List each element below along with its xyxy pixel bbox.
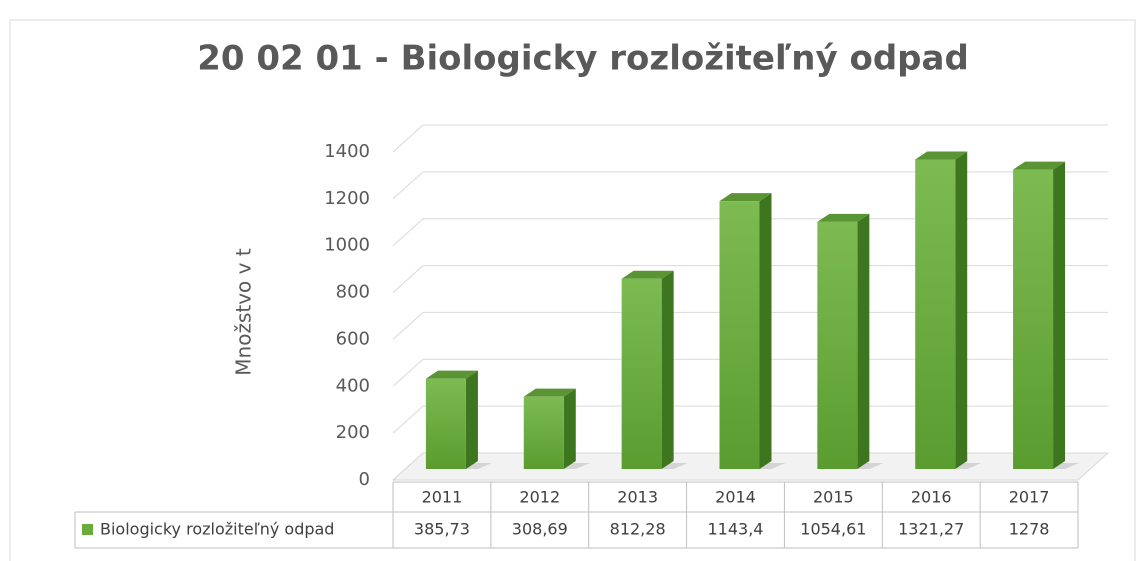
y-tick-label: 200 <box>336 422 370 443</box>
grid-line <box>392 358 1108 387</box>
x-tick-label: 2016 <box>911 488 952 507</box>
bar-side <box>955 151 968 469</box>
chart-title: 20 02 01 - Biologicky rozložiteľný odpad <box>197 39 969 79</box>
y-axis-label: Množstvo v t <box>232 248 256 376</box>
table-value: 1054,61 <box>800 520 866 539</box>
x-tick-label: 2011 <box>422 488 463 507</box>
y-tick-label: 600 <box>336 328 370 349</box>
bar <box>719 201 760 469</box>
bar-top <box>621 270 674 279</box>
bar <box>621 278 662 469</box>
x-tick-label: 2015 <box>813 488 854 507</box>
bar-top <box>817 213 870 222</box>
legend-label: Biologicky rozložiteľný odpad <box>100 520 334 539</box>
bar-top <box>915 151 968 160</box>
legend-swatch <box>82 524 93 535</box>
grid-line <box>392 171 1108 200</box>
bar <box>817 221 858 469</box>
table-value: 385,73 <box>414 520 470 539</box>
table-value: 1143,4 <box>708 520 764 539</box>
x-tick-label: 2014 <box>715 488 756 507</box>
table-value: 1278 <box>1009 520 1050 539</box>
bar <box>425 378 466 469</box>
grid-line <box>392 311 1108 340</box>
table-value: 1321,27 <box>898 520 964 539</box>
x-tick-label: 2017 <box>1009 488 1050 507</box>
y-tick-label: 1000 <box>324 235 370 256</box>
bar-top <box>1013 161 1066 170</box>
chart-frame <box>9 19 1136 561</box>
bar-side <box>857 213 870 469</box>
y-tick-label: 1200 <box>324 188 370 209</box>
bar <box>915 159 956 469</box>
table-value: 308,69 <box>512 520 568 539</box>
grid-line <box>392 218 1108 247</box>
bar-top <box>425 370 478 379</box>
x-tick-label: 2012 <box>519 488 560 507</box>
bar <box>1013 169 1054 469</box>
bar-side <box>465 370 478 469</box>
y-tick-label: 0 <box>359 469 370 490</box>
x-tick-label: 2013 <box>617 488 658 507</box>
y-tick-label: 1400 <box>324 141 370 162</box>
bar-side <box>1053 161 1066 469</box>
y-tick-label: 400 <box>336 375 370 396</box>
bar <box>523 396 564 469</box>
bar-top <box>523 388 576 397</box>
y-tick-label: 800 <box>336 282 370 303</box>
bar-side <box>661 270 674 469</box>
bar-top <box>719 193 772 202</box>
grid-line <box>392 265 1108 293</box>
bar-side <box>759 193 772 469</box>
table-value: 812,28 <box>610 520 666 539</box>
bar-side <box>563 388 576 469</box>
grid-line <box>392 405 1108 434</box>
grid-line <box>392 124 1108 153</box>
